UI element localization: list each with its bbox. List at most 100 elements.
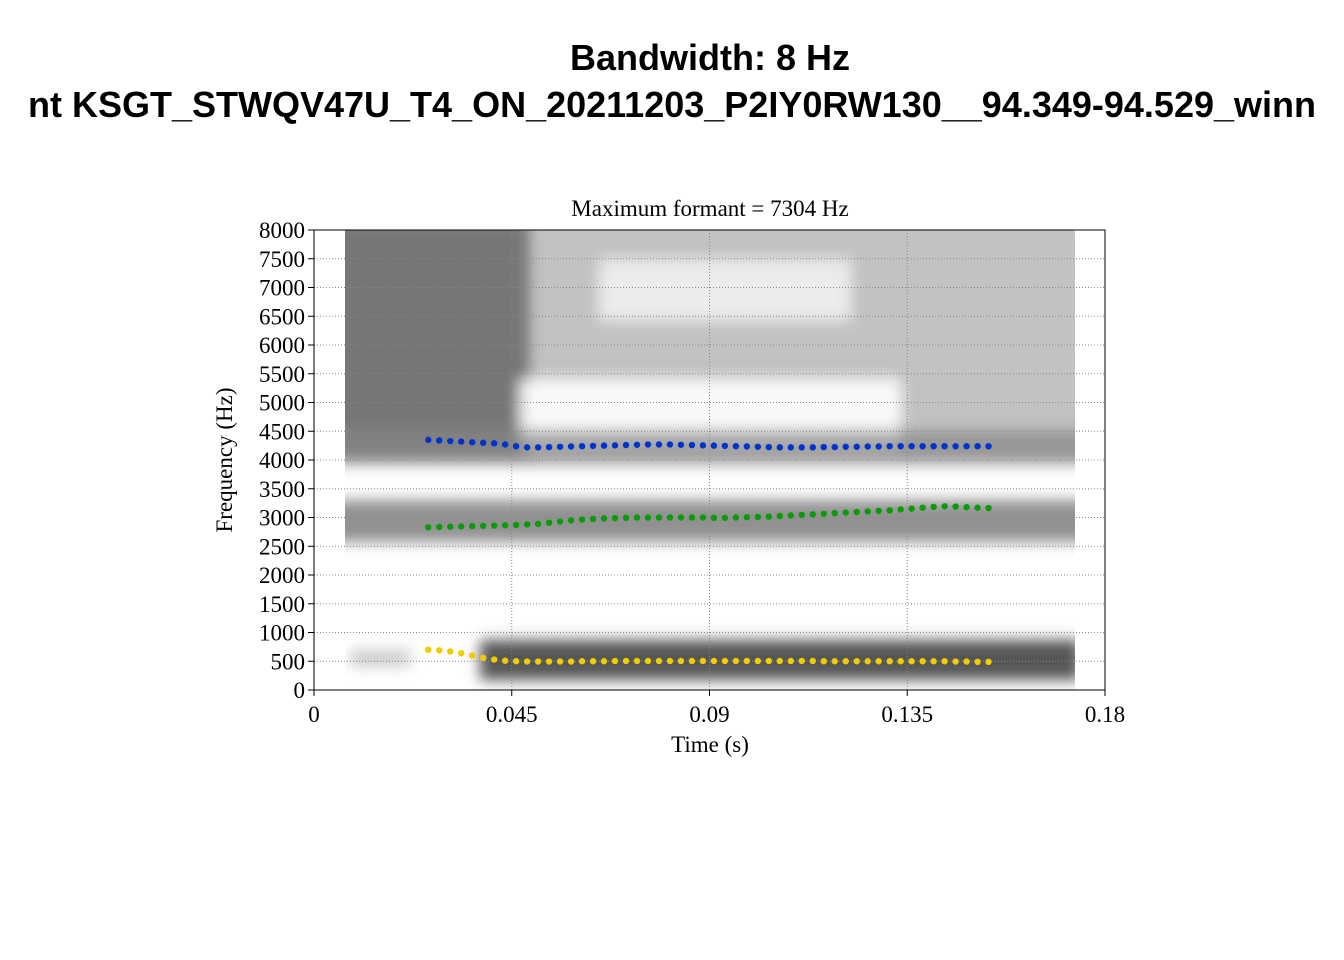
formant-point: [952, 443, 959, 450]
formant-point: [908, 443, 915, 450]
formant-point: [776, 512, 784, 520]
formant-point: [458, 650, 465, 657]
formant-point: [842, 509, 849, 516]
formant-point: [556, 658, 564, 665]
title: Bandwidth: 8 Hz: [570, 37, 850, 78]
y-tick-label: 2500: [259, 534, 305, 559]
y-tick-label: 1500: [259, 592, 305, 617]
formant-point: [600, 515, 608, 522]
x-tick-label: 0.18: [1085, 702, 1125, 727]
y-tick-label: 1000: [259, 621, 305, 646]
formant-point: [490, 522, 498, 529]
formant-point: [666, 657, 674, 665]
formant-point: [479, 522, 487, 530]
formant-point: [425, 524, 432, 531]
formant-point: [655, 657, 663, 665]
formant-point: [523, 658, 531, 665]
formant-point: [798, 511, 805, 519]
plot-frame: [313, 229, 1106, 691]
formant-point: [589, 442, 597, 450]
formant-point: [919, 443, 926, 450]
formant-point: [688, 441, 696, 449]
formant-point: [677, 441, 685, 448]
formant-point: [787, 444, 794, 451]
y-tick-label: 7500: [259, 247, 305, 272]
formant-point: [622, 657, 630, 665]
formant-point: [425, 436, 432, 444]
subtitle: nt KSGT_STWQV47U_T4_ON_20211203_P2IY0RW1…: [28, 84, 1316, 125]
formant-point: [699, 657, 707, 665]
formant-point: [886, 443, 893, 450]
y-tick-label: 2000: [259, 563, 305, 588]
formant-point: [644, 657, 652, 665]
formant-point: [765, 443, 773, 451]
y-tick-label: 3000: [259, 506, 305, 531]
formant-point: [798, 657, 805, 665]
formant-point: [853, 508, 860, 516]
formant-point: [864, 658, 871, 665]
formant-point: [589, 658, 597, 665]
y-tick-label: 5500: [259, 362, 305, 387]
formant-point: [798, 444, 805, 451]
formant-point: [754, 513, 762, 521]
formant-point: [567, 443, 575, 450]
formant-point: [458, 438, 465, 445]
formant-point: [787, 512, 794, 519]
formant-point: [523, 521, 531, 528]
formant-point: [886, 507, 893, 514]
formant-point: [469, 438, 476, 446]
formant-point: [633, 441, 641, 448]
formant-point: [545, 658, 553, 665]
formant-point: [776, 444, 784, 451]
y-tick-label: 5000: [259, 391, 305, 416]
y-axis-label: Frequency (Hz): [212, 388, 237, 533]
formant-point: [743, 657, 751, 665]
formant-point: [600, 658, 608, 665]
y-tick-label: 8000: [259, 218, 305, 243]
formant-point: [765, 657, 773, 665]
formant-point: [974, 504, 981, 511]
formant-point: [897, 443, 904, 450]
formant-point: [974, 443, 981, 450]
formant-point: [908, 505, 915, 512]
formant-point: [853, 658, 860, 665]
formant-point: [501, 522, 509, 529]
formant-point: [611, 442, 619, 449]
formant-point: [512, 658, 520, 665]
formant-point: [655, 441, 663, 448]
formant-point: [567, 658, 575, 665]
formant-point: [710, 657, 718, 665]
formant-point: [545, 519, 553, 526]
formant-point: [853, 443, 860, 450]
formant-point: [611, 657, 619, 665]
formant-point: [897, 658, 904, 665]
formant-point: [666, 514, 674, 521]
formant-point: [611, 514, 619, 522]
formant-point: [831, 509, 838, 517]
formant-point: [941, 658, 948, 665]
formant-point: [831, 658, 838, 665]
formant-point: [820, 510, 827, 517]
formant-point: [809, 511, 816, 518]
y-tick-label: 4000: [259, 448, 305, 473]
formant-point: [578, 516, 586, 523]
formant-point: [831, 443, 838, 451]
formant-point: [930, 503, 937, 511]
formant-point: [754, 657, 762, 665]
formant-point: [644, 441, 652, 448]
formant-point: [776, 657, 784, 665]
y-tick-label: 500: [271, 649, 306, 674]
formant-point: [479, 654, 487, 661]
formant-point: [985, 443, 992, 450]
formant-point: [710, 442, 718, 449]
y-tick-label: 4500: [259, 419, 305, 444]
formant-point: [534, 658, 542, 665]
formant-point: [677, 657, 685, 665]
formant-point: [436, 647, 443, 654]
formant-point: [699, 514, 707, 521]
formant-point: [447, 523, 454, 530]
x-tick-label: 0.135: [881, 702, 933, 727]
formant-point: [809, 657, 816, 665]
formant-point: [578, 658, 586, 665]
formant-point: [864, 508, 871, 515]
